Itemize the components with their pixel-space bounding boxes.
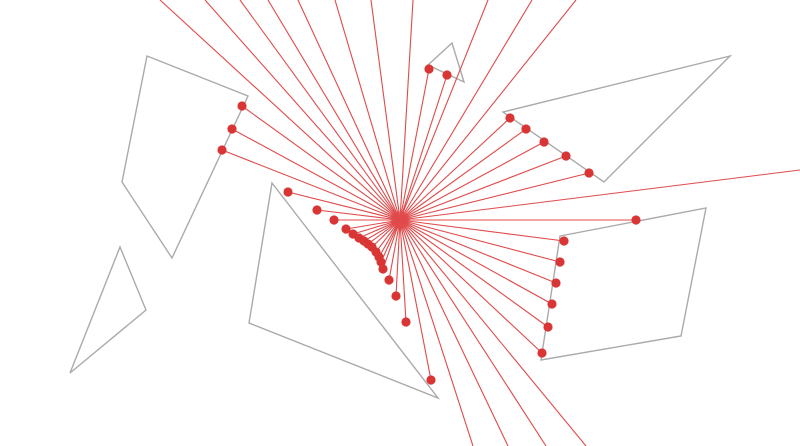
ray-line [399, 219, 557, 284]
ray-line [399, 68, 430, 221]
obstacle-polygon [121, 55, 249, 260]
ray-line [399, 219, 561, 263]
intersection-point [537, 348, 547, 358]
ray-line [399, 155, 567, 221]
ray-line [297, 0, 401, 221]
intersection-point [329, 215, 339, 225]
intersection-point [584, 168, 594, 178]
ray-line [399, 0, 533, 221]
ray-line [399, 219, 547, 446]
intersection-point [341, 224, 351, 234]
intersection-point [237, 101, 247, 111]
intersection-point [559, 236, 569, 246]
ray-line [399, 128, 527, 221]
ray-line [399, 219, 565, 242]
obstacle-polygon [69, 245, 147, 374]
ray-line [399, 219, 509, 446]
ray-line [159, 0, 401, 221]
intersection-point [424, 64, 434, 74]
hit-point-layer [217, 64, 641, 385]
ray-line [370, 0, 401, 221]
intersection-point [217, 145, 227, 155]
ray-layer [159, 0, 800, 446]
ray-line [241, 105, 401, 221]
ray-line [399, 0, 489, 221]
ray-line [334, 0, 401, 221]
intersection-point [631, 215, 641, 225]
ray-line [399, 169, 800, 221]
intersection-point [521, 124, 531, 134]
intersection-point [561, 151, 571, 161]
ray-line [399, 0, 577, 221]
ray-line [399, 219, 543, 354]
ray-line [399, 219, 553, 305]
intersection-point [543, 322, 553, 332]
ray-line [287, 191, 401, 221]
ray-line [345, 219, 401, 230]
ray-line [221, 149, 401, 221]
obstacle-polygon [501, 54, 733, 183]
intersection-point [384, 275, 394, 285]
intersection-point [426, 375, 436, 385]
intersection-point [401, 317, 411, 327]
ray-line [399, 219, 587, 446]
intersection-point [391, 291, 401, 301]
intersection-point [378, 264, 388, 274]
intersection-point [227, 124, 237, 134]
ray-line [399, 219, 549, 328]
obstacle-layer [69, 41, 733, 400]
ray-line [399, 172, 590, 221]
ray-line [388, 219, 401, 281]
intersection-point [442, 70, 452, 80]
ray-line [239, 0, 401, 221]
obstacle-polygon [540, 207, 707, 361]
ray-line [316, 209, 401, 221]
intersection-point [551, 278, 561, 288]
intersection-point [505, 113, 515, 123]
intersection-point [547, 299, 557, 309]
ray-line [395, 219, 401, 297]
ray-line [399, 0, 414, 221]
ray-line [399, 141, 545, 221]
ray-line [399, 74, 448, 221]
intersection-point [312, 205, 322, 215]
ray-line [399, 117, 511, 221]
intersection-point [539, 137, 549, 147]
obstacle-polygon [248, 181, 441, 400]
light-source [391, 211, 409, 229]
intersection-point [283, 187, 293, 197]
intersection-point [376, 257, 386, 267]
ray-line [399, 219, 474, 446]
intersection-point [555, 257, 565, 267]
ray-line [231, 128, 401, 221]
ray-line [204, 0, 401, 221]
ray-line [399, 219, 407, 323]
ray-line [399, 219, 432, 381]
ray-line [267, 0, 401, 221]
